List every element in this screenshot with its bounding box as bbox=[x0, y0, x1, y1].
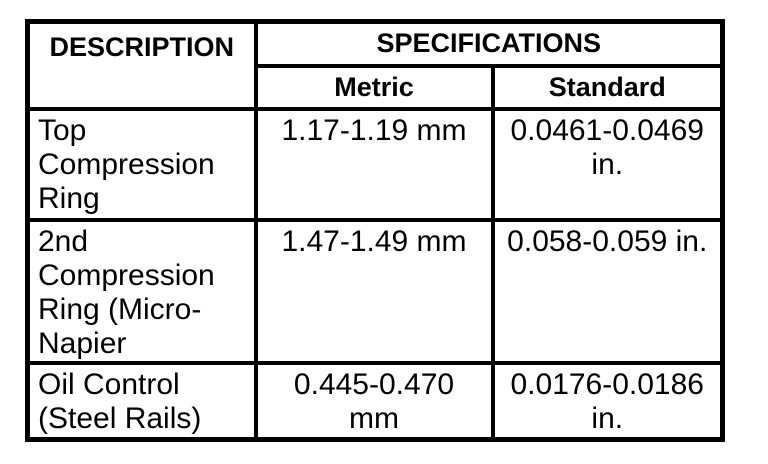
cell-metric: 1.17-1.19 mm bbox=[253, 106, 495, 222]
cell-standard: 0.0461-0.0469 in. bbox=[490, 106, 725, 222]
cell-standard: 0.058-0.059 in. bbox=[490, 217, 725, 365]
specifications-table: DESCRIPTION SPECIFICATIONS Metric Standa… bbox=[25, 19, 725, 442]
cell-description: Oil Control (Steel Rails) bbox=[25, 360, 258, 442]
table-row: 2nd Compression Ring (Micro-Napier 1.47-… bbox=[25, 217, 725, 365]
table-row: Top Compression Ring 1.17-1.19 mm 0.0461… bbox=[25, 106, 725, 222]
header-row-units: Metric Standard bbox=[28, 63, 725, 111]
cell-standard: 0.0176-0.0186 in. bbox=[490, 360, 725, 442]
header-row-top: DESCRIPTION SPECIFICATIONS bbox=[25, 19, 725, 111]
cell-metric: 1.47-1.49 mm bbox=[253, 217, 495, 365]
cell-metric: 0.445-0.470 mm bbox=[253, 360, 495, 442]
table-row: Oil Control (Steel Rails) 0.445-0.470 mm… bbox=[25, 360, 725, 442]
header-standard: Standard bbox=[490, 63, 725, 111]
header-description: DESCRIPTION bbox=[25, 19, 258, 111]
cell-description: 2nd Compression Ring (Micro-Napier bbox=[25, 217, 258, 365]
header-specifications: SPECIFICATIONS bbox=[253, 19, 725, 68]
header-metric: Metric bbox=[253, 63, 495, 111]
cell-description: Top Compression Ring bbox=[25, 106, 258, 222]
